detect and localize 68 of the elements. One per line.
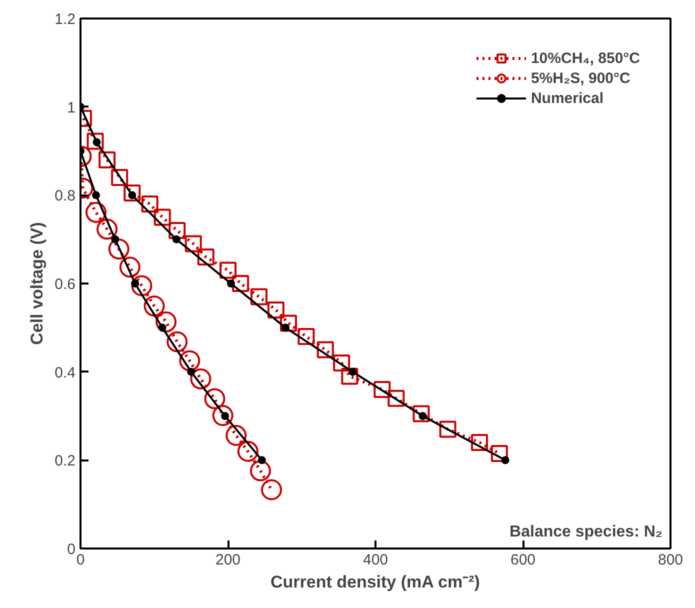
point bbox=[226, 424, 247, 446]
legend-label: 5%H₂S, 900°C bbox=[530, 70, 630, 86]
point bbox=[144, 296, 165, 317]
point bbox=[108, 238, 130, 260]
annotation: Balance species: N₂ bbox=[510, 524, 663, 540]
point bbox=[158, 324, 166, 332]
point bbox=[131, 280, 140, 288]
y-tick-label: 1 bbox=[67, 99, 76, 116]
point bbox=[232, 275, 250, 292]
y-tick-label: 1.2 bbox=[54, 11, 76, 28]
point bbox=[141, 196, 158, 212]
legend-label: 10%CH₄, 850°C bbox=[530, 50, 640, 66]
point bbox=[412, 405, 430, 422]
y-tick-label: 0.4 bbox=[54, 364, 76, 382]
point bbox=[184, 235, 202, 252]
point bbox=[131, 275, 152, 296]
point bbox=[86, 132, 104, 150]
x-tick-label: 800 bbox=[658, 552, 684, 568]
point bbox=[85, 202, 106, 223]
point bbox=[190, 368, 212, 390]
point bbox=[316, 341, 334, 358]
point bbox=[250, 460, 271, 482]
point bbox=[172, 235, 180, 244]
point bbox=[261, 479, 282, 500]
point bbox=[439, 420, 456, 438]
point bbox=[374, 381, 391, 398]
y-tick-label: 0.2 bbox=[54, 452, 76, 470]
point bbox=[333, 354, 350, 372]
point bbox=[298, 328, 315, 345]
point bbox=[212, 405, 234, 426]
point bbox=[156, 311, 177, 332]
point bbox=[250, 288, 268, 306]
x-tick-label: 400 bbox=[362, 552, 388, 568]
y-tick-label: 0.8 bbox=[54, 188, 76, 205]
point bbox=[226, 280, 235, 288]
y-tick-label: 0 bbox=[67, 541, 76, 558]
point bbox=[111, 235, 120, 244]
point bbox=[98, 151, 116, 168]
point bbox=[237, 440, 258, 462]
x-axis-title: Current density (mA cm⁻²) bbox=[270, 572, 480, 592]
point bbox=[220, 262, 236, 279]
x-tick-label: 200 bbox=[215, 552, 241, 568]
point bbox=[341, 368, 358, 385]
point bbox=[282, 324, 290, 332]
point bbox=[96, 218, 118, 240]
point bbox=[197, 248, 214, 266]
point bbox=[119, 256, 140, 278]
point bbox=[280, 314, 297, 332]
point bbox=[490, 445, 508, 462]
point bbox=[258, 456, 266, 464]
y-axis-title: Cell voltage (V) bbox=[28, 222, 47, 345]
point bbox=[111, 169, 128, 186]
point bbox=[388, 390, 405, 407]
point bbox=[92, 191, 100, 200]
legend-label: Numerical bbox=[530, 90, 604, 106]
point bbox=[470, 434, 488, 451]
y-tick-label: 0.6 bbox=[54, 276, 76, 293]
point bbox=[267, 302, 284, 318]
point bbox=[154, 208, 171, 226]
x-tick-label: 600 bbox=[510, 552, 536, 568]
point bbox=[179, 350, 200, 372]
point bbox=[166, 331, 188, 352]
point bbox=[187, 368, 196, 376]
point bbox=[204, 388, 226, 410]
point bbox=[124, 184, 141, 202]
point bbox=[168, 222, 186, 239]
point bbox=[501, 456, 510, 464]
point bbox=[348, 368, 357, 376]
